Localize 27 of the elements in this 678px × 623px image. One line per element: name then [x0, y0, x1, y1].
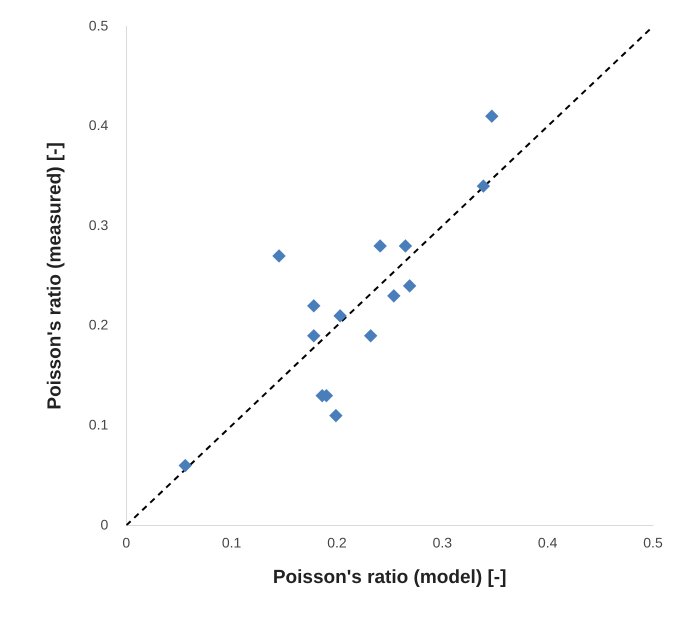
point	[307, 329, 320, 342]
y-tick-label: 0.1	[88, 416, 108, 432]
point	[374, 239, 387, 252]
x-tick-label: 0	[122, 534, 130, 551]
x-tick-label: 0.4	[538, 534, 558, 551]
y-tick-label: 0.5	[88, 17, 108, 34]
point	[272, 249, 286, 262]
x-axis-title: Poisson's ratio (model) [-]	[272, 566, 506, 588]
x-tick-label: 0.5	[643, 534, 663, 551]
point	[403, 279, 416, 292]
point	[334, 309, 347, 322]
point	[485, 110, 498, 123]
x-tick-label: 0.3	[432, 534, 452, 551]
point	[364, 329, 378, 342]
x-tick-label: 0.1	[222, 534, 242, 551]
y-tick-label: 0.3	[88, 216, 108, 233]
point	[178, 459, 192, 472]
point	[387, 289, 400, 302]
y-tick-label: 0	[100, 516, 108, 532]
point	[307, 299, 320, 312]
point	[476, 180, 490, 193]
point	[398, 239, 412, 252]
y-tick-label: 0.4	[88, 117, 108, 134]
y-tick-label: 0.2	[88, 316, 108, 333]
y-axis-title: Poisson's ratio (measured) [-]	[44, 142, 66, 410]
x-tick-label: 0.2	[327, 534, 347, 551]
point	[329, 409, 342, 422]
